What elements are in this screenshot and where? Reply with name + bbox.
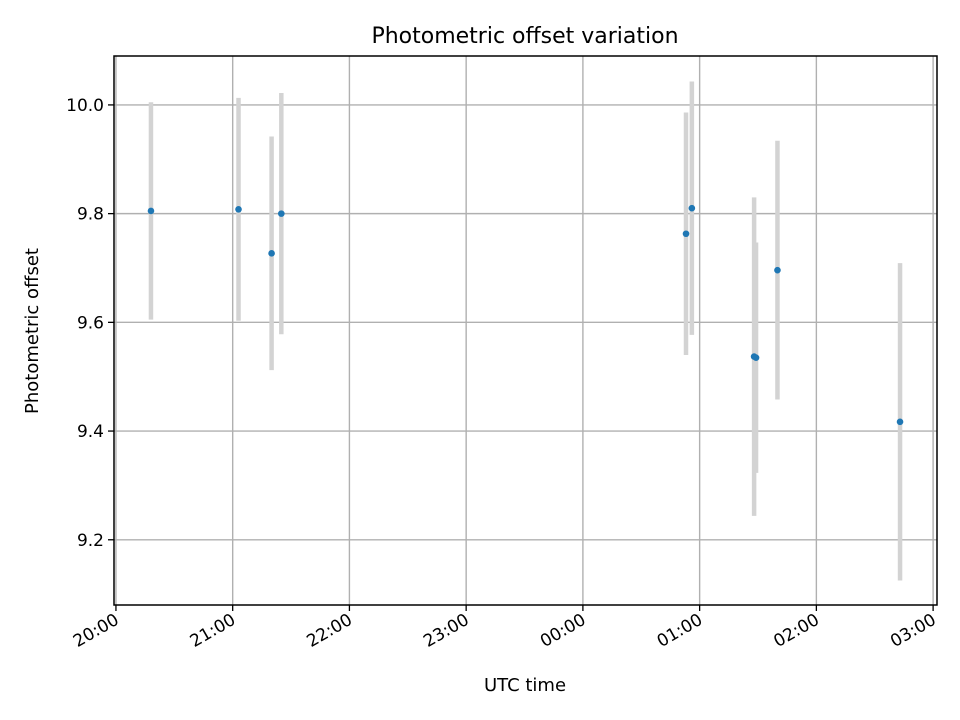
- data-point: [774, 266, 781, 274]
- data-point: [278, 210, 285, 217]
- y-tick-label: 9.4: [77, 422, 104, 442]
- data-point: [682, 230, 690, 238]
- x-tick-label: 02:00: [770, 610, 822, 652]
- x-axis-label: UTC time: [484, 675, 566, 696]
- x-tick-label: 21:00: [187, 610, 239, 652]
- y-axis-label: Photometric offset: [22, 248, 43, 414]
- data-point: [752, 354, 760, 361]
- data-point: [235, 205, 242, 213]
- x-tick-label: 00:00: [537, 610, 589, 652]
- data-points: [147, 204, 904, 426]
- y-axis-ticks: 9.2 9.4 9.6 9.8 10.0: [66, 96, 114, 551]
- y-tick-label: 9.6: [77, 313, 104, 333]
- x-tick-label: 23:00: [420, 610, 472, 652]
- x-tick-label: 01:00: [654, 610, 706, 652]
- data-point: [896, 418, 904, 426]
- y-tick-label: 10.0: [66, 96, 104, 116]
- grid-lines: [114, 56, 937, 605]
- data-point: [147, 207, 155, 215]
- y-tick-label: 9.2: [77, 531, 104, 551]
- x-axis-ticks: 20:00 21:00 22:00 23:00 00:00 01:00 02:00 03:00: [70, 605, 940, 652]
- data-point: [688, 204, 696, 212]
- x-tick-label: 20:00: [70, 610, 122, 652]
- chart-title: Photometric offset variation: [371, 24, 678, 49]
- error-bars: [148, 81, 903, 581]
- x-tick-label: 03:00: [887, 610, 939, 652]
- data-point: [268, 250, 275, 257]
- x-tick-label: 22:00: [303, 610, 355, 652]
- plot-area-frame: [113, 55, 938, 606]
- y-tick-label: 9.8: [77, 205, 104, 225]
